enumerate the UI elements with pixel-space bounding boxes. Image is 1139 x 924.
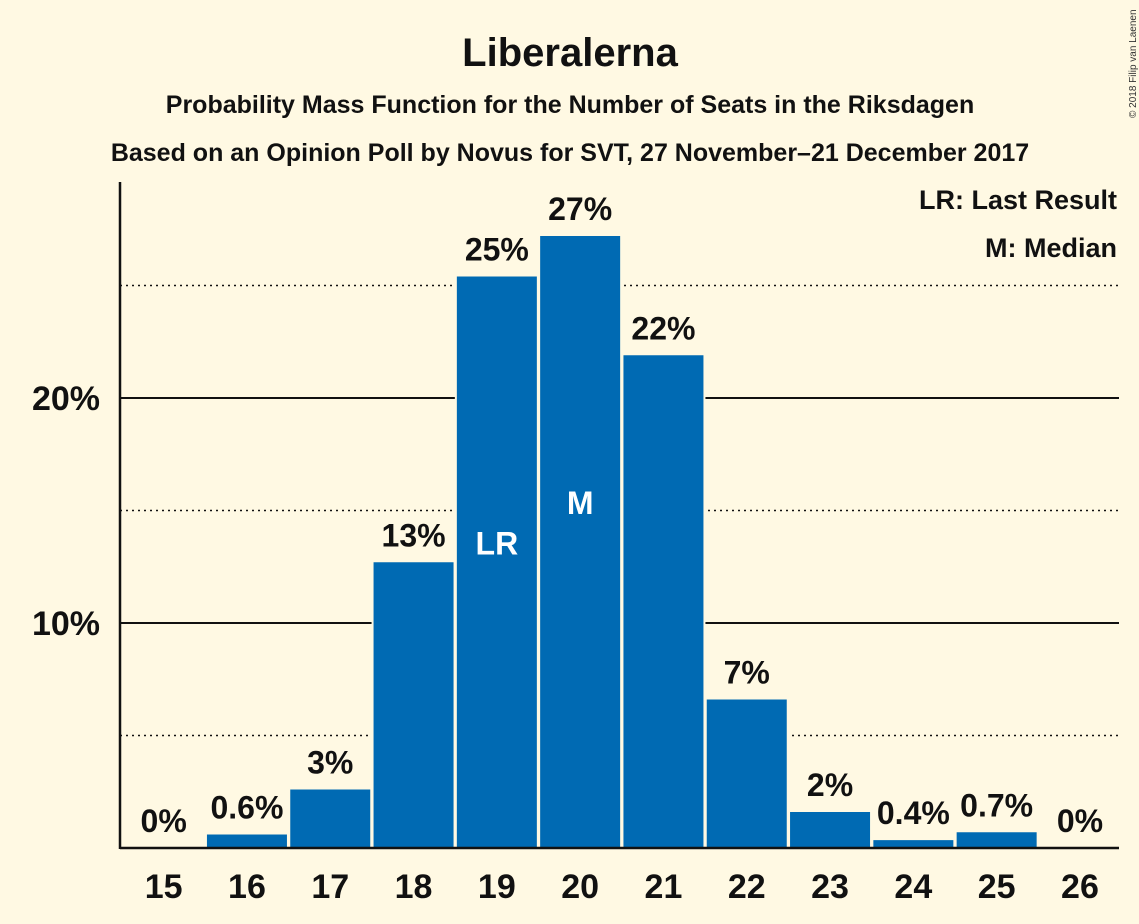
x-tick-label: 16 bbox=[228, 868, 266, 906]
inner-label-lr: LR bbox=[476, 525, 519, 561]
legend-entry: LR: Last Result bbox=[919, 185, 1117, 215]
bar-19 bbox=[456, 276, 537, 848]
bar-18 bbox=[373, 562, 454, 848]
data-label-25: 0.7% bbox=[960, 787, 1033, 823]
x-tick-label: 22 bbox=[728, 868, 766, 906]
x-tick-label: 18 bbox=[395, 868, 433, 906]
y-tick-label: 20% bbox=[32, 380, 100, 418]
x-tick-label: 20 bbox=[561, 868, 599, 906]
x-tick-label: 15 bbox=[145, 868, 183, 906]
bar-24 bbox=[873, 840, 954, 848]
x-tick-label: 19 bbox=[478, 868, 516, 906]
chart-subtitle: Probability Mass Function for the Number… bbox=[166, 91, 974, 119]
copyright-note: © 2018 Filip van Laenen bbox=[1128, 9, 1139, 118]
bar-17 bbox=[290, 789, 371, 848]
bar-25 bbox=[956, 832, 1037, 848]
bars: 0% 0.6% 3% 13% 25% LR 27% M 22% 7% 2% 0.4% 0.7% 0% bbox=[141, 191, 1103, 848]
chart-subtitle-2: Based on an Opinion Poll by Novus for SV… bbox=[111, 139, 1029, 167]
bar-16 bbox=[206, 834, 287, 848]
chart-title: Liberalerna bbox=[462, 31, 678, 75]
data-label-21: 22% bbox=[631, 310, 695, 346]
x-tick-label: 17 bbox=[311, 868, 349, 906]
bar-22 bbox=[706, 699, 787, 848]
inner-label-m: M bbox=[567, 485, 594, 521]
legend: LR: Last Result M: Median bbox=[919, 185, 1117, 263]
bar-23 bbox=[790, 812, 871, 848]
data-label-24: 0.4% bbox=[877, 795, 950, 831]
axes: 10% 20% 15 16 17 18 19 20 21 22 23 24 25 26 bbox=[32, 182, 1119, 906]
x-tick-label: 25 bbox=[978, 868, 1016, 906]
x-tick-label: 24 bbox=[894, 868, 932, 906]
data-label-15: 0% bbox=[141, 803, 187, 839]
data-label-19: 25% bbox=[465, 232, 529, 268]
x-tick-label: 23 bbox=[811, 868, 849, 906]
data-label-22: 7% bbox=[724, 655, 770, 691]
y-tick-label: 10% bbox=[32, 605, 100, 643]
bar-21 bbox=[623, 355, 704, 848]
data-label-23: 2% bbox=[807, 767, 853, 803]
legend-entry: M: Median bbox=[985, 233, 1117, 263]
x-tick-label: 21 bbox=[645, 868, 683, 906]
data-label-17: 3% bbox=[307, 745, 353, 781]
data-label-20: 27% bbox=[548, 191, 612, 227]
data-label-26: 0% bbox=[1057, 803, 1103, 839]
data-label-18: 13% bbox=[382, 517, 446, 553]
bar-20 bbox=[540, 236, 621, 848]
data-label-16: 0.6% bbox=[210, 790, 283, 826]
x-tick-label: 26 bbox=[1061, 868, 1099, 906]
